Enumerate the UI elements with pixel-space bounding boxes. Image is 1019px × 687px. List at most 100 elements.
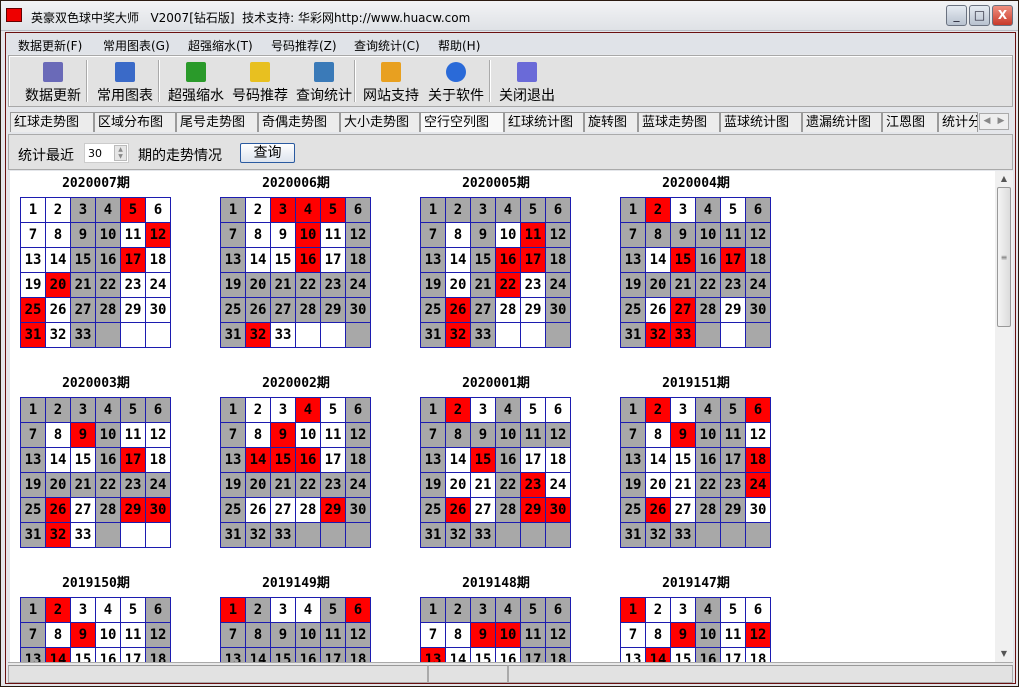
menu-item[interactable]: 数据更新(F) — [18, 39, 83, 53]
toolbar-button[interactable]: 关闭退出 — [497, 60, 557, 104]
minimize-button[interactable]: _ — [946, 5, 967, 26]
number-cell: 23 — [521, 273, 546, 298]
toolbar-button[interactable]: 关于软件 — [426, 60, 486, 104]
number-cell: 5 — [321, 198, 346, 223]
period-grid: 2019148期 1 2 3 4 5 6 7 8 9 10 11 12 13 14 15 16 17 18 — [420, 575, 572, 662]
empty-cell — [746, 323, 771, 348]
scroll-thumb[interactable]: ≡ — [997, 187, 1011, 327]
periods-spinner[interactable]: 30 ▲ ▼ — [84, 143, 129, 163]
number-cell: 4 — [696, 198, 721, 223]
tab[interactable]: 大小走势图 — [340, 112, 420, 132]
number-cell: 24 — [146, 273, 171, 298]
number-cell: 9 — [671, 223, 696, 248]
close-button[interactable]: X — [992, 5, 1013, 26]
number-cell: 22 — [696, 273, 721, 298]
number-cell: 33 — [471, 323, 496, 348]
number-cell: 11 — [721, 223, 746, 248]
number-cell: 9 — [271, 623, 296, 648]
menu-item[interactable]: 常用图表(G) — [103, 39, 170, 53]
periods-value[interactable]: 30 — [88, 147, 102, 160]
toolbar-button[interactable]: 网站支持 — [361, 60, 421, 104]
number-cell: 14 — [246, 248, 271, 273]
number-cell: 13 — [621, 448, 646, 473]
tab[interactable]: 蓝球走势图 — [638, 112, 720, 132]
toolbar-button[interactable]: 号码推荐 — [229, 60, 291, 104]
number-cell: 16 — [296, 648, 321, 662]
query-button[interactable]: 查询 — [240, 143, 295, 163]
tab[interactable]: 江恩图 — [882, 112, 938, 132]
scroll-up-icon[interactable]: ▲ — [1000, 174, 1008, 183]
exit-door-icon — [517, 62, 537, 82]
number-cell: 14 — [246, 648, 271, 662]
vertical-scrollbar[interactable]: ▲ ≡ ▼ — [995, 171, 1013, 662]
maximize-button[interactable]: □ — [969, 5, 990, 26]
number-cell: 8 — [646, 423, 671, 448]
number-cell: 26 — [46, 498, 71, 523]
menu-item[interactable]: 超强缩水(T) — [188, 39, 253, 53]
toolbar-button[interactable]: 常用图表 — [93, 60, 157, 104]
number-cell: 7 — [621, 223, 646, 248]
tab[interactable]: 旋转图 — [584, 112, 638, 132]
period-grid: 2019150期 1 2 3 4 5 6 7 8 9 10 11 12 13 14 15 16 17 18 — [20, 575, 172, 662]
tab[interactable]: 空行空列图 — [420, 112, 504, 132]
number-cell: 26 — [46, 298, 71, 323]
tab-scroll-left-icon[interactable]: ◀ — [983, 116, 991, 126]
toolbar-button[interactable]: 查询统计 — [293, 60, 355, 104]
tab[interactable]: 尾号走势图 — [176, 112, 258, 132]
number-cell: 21 — [71, 473, 96, 498]
number-cell: 15 — [471, 248, 496, 273]
number-cell: 13 — [221, 448, 246, 473]
number-cell: 18 — [546, 448, 571, 473]
tab[interactable]: 红球走势图 — [10, 112, 94, 132]
empty-cell — [296, 523, 321, 548]
toolbar-button[interactable]: 超强缩水 — [165, 60, 227, 104]
toolbar: 数据更新 常用图表 超强缩水 号码推荐 查询统计 网站支持 关于软件 关闭退出 — [8, 55, 1013, 107]
number-cell: 10 — [696, 223, 721, 248]
number-cell: 32 — [646, 323, 671, 348]
scroll-down-icon[interactable]: ▼ — [1000, 649, 1008, 658]
number-cell: 17 — [521, 448, 546, 473]
empty-cell — [121, 523, 146, 548]
tab[interactable]: 区域分布图 — [94, 112, 176, 132]
period-label: 2020007期 — [62, 176, 130, 191]
tab[interactable]: 蓝球统计图 — [720, 112, 802, 132]
tab[interactable]: 遗漏统计图 — [802, 112, 882, 132]
number-cell: 23 — [121, 473, 146, 498]
number-cell: 29 — [321, 298, 346, 323]
tab[interactable]: 统计分 — [938, 112, 978, 132]
tab-scroll-right-icon[interactable]: ▶ — [997, 116, 1005, 126]
number-cell: 13 — [621, 648, 646, 662]
tab[interactable]: 红球统计图 — [504, 112, 584, 132]
empty-cell — [696, 323, 721, 348]
empty-cell — [521, 523, 546, 548]
empty-cell — [721, 323, 746, 348]
number-cell: 24 — [546, 273, 571, 298]
number-cell: 18 — [146, 448, 171, 473]
number-cell: 22 — [96, 473, 121, 498]
empty-cell — [546, 323, 571, 348]
number-cell: 4 — [496, 598, 521, 623]
number-cell: 14 — [646, 648, 671, 662]
menu-item[interactable]: 号码推荐(Z) — [271, 39, 337, 53]
period-label: 2019147期 — [662, 576, 730, 591]
number-cell: 7 — [221, 223, 246, 248]
toolbar-button[interactable]: 数据更新 — [21, 60, 85, 104]
number-cell: 10 — [96, 423, 121, 448]
spinner-arrows-icon[interactable]: ▲ ▼ — [114, 145, 127, 161]
tab-scroll[interactable]: ◀ ▶ — [979, 113, 1009, 130]
period-grid: 2020001期 1 2 3 4 5 6 7 8 9 10 11 12 13 14 15 16 17 18 19 20 2… — [420, 375, 572, 548]
period-grid: 2020003期 1 2 3 4 5 6 7 8 9 10 11 12 13 14 15 16 17 18 19 20 2… — [20, 375, 172, 548]
menu-item[interactable]: 帮助(H) — [438, 39, 481, 53]
number-cell: 2 — [446, 398, 471, 423]
number-cell: 11 — [121, 623, 146, 648]
period-grid: 2020007期 1 2 3 4 5 6 7 8 9 10 11 12 13 14 15 16 17 18 19 20 2… — [20, 175, 172, 348]
number-cell: 9 — [471, 223, 496, 248]
period-label: 2020006期 — [262, 176, 330, 191]
number-cell: 5 — [521, 598, 546, 623]
tab[interactable]: 奇偶走势图 — [258, 112, 340, 132]
number-cell: 30 — [746, 498, 771, 523]
empty-cell — [146, 523, 171, 548]
number-cell: 2 — [446, 198, 471, 223]
menu-item[interactable]: 查询统计(C) — [354, 39, 420, 53]
number-cell: 5 — [721, 198, 746, 223]
